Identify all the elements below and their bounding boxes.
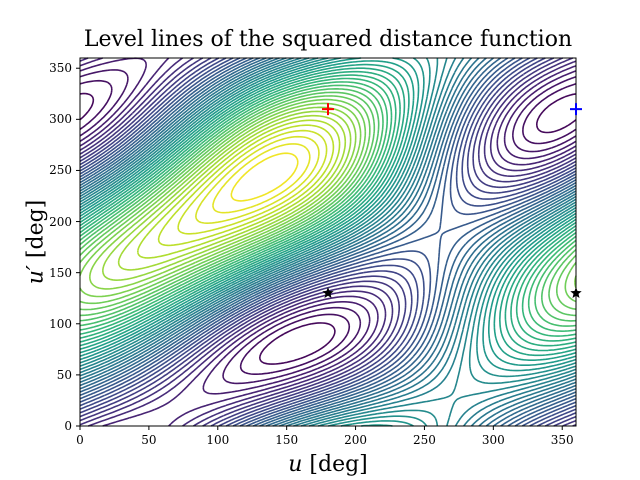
axis-ticks <box>76 67 563 430</box>
x-tick-label: 50 <box>141 433 157 447</box>
plot-frame <box>79 57 577 427</box>
y-tick-label: 250 <box>49 163 72 178</box>
contour-level <box>79 77 577 337</box>
contour-level <box>79 92 577 365</box>
contour-level <box>117 114 347 271</box>
contour-level <box>79 95 577 311</box>
contour-level <box>79 91 577 317</box>
contour-level <box>79 98 577 305</box>
contour-level <box>79 88 577 322</box>
contour-level <box>102 110 352 281</box>
maximum-plus-marker <box>322 103 334 116</box>
contour-level <box>79 57 577 427</box>
saddle-star-marker <box>322 287 334 298</box>
contour-level <box>79 57 577 395</box>
y-tick-labels: 0 50 100 150 200 250 300 350 <box>0 0 72 480</box>
markers <box>322 103 582 298</box>
contour-level <box>157 124 335 247</box>
chart-title: Level lines of the squared distance func… <box>83 27 573 52</box>
contour-level <box>137 119 341 259</box>
y-tick-label: 100 <box>49 316 72 331</box>
contour-level <box>177 129 328 235</box>
contour-level <box>212 143 311 214</box>
contour-level <box>79 67 577 352</box>
maximum-wrapped-plus-marker <box>570 103 582 116</box>
contour-level <box>230 152 299 202</box>
contour-level <box>79 60 577 361</box>
y-tick-label: 50 <box>56 367 72 382</box>
x-tick-label: 300 <box>481 433 505 447</box>
x-axis-var: u <box>288 452 303 477</box>
y-tick-label: 150 <box>49 265 72 280</box>
contour-level <box>79 79 577 375</box>
x-tick-label: 200 <box>344 433 367 447</box>
contour-level <box>79 70 577 347</box>
contour-level <box>79 84 577 327</box>
contour-lines <box>79 57 577 427</box>
contour-level <box>79 63 577 357</box>
x-tick-label: 350 <box>550 433 574 447</box>
x-tick-label: 150 <box>275 433 299 447</box>
saddle-wrapped-star-marker <box>570 287 582 298</box>
contour-level <box>79 74 577 342</box>
y-tick-label: 300 <box>49 112 72 127</box>
contour-level <box>195 135 320 224</box>
x-tick-label: 250 <box>412 433 436 447</box>
contour-level <box>79 57 577 427</box>
x-tick-label: 0 <box>76 433 84 447</box>
y-tick-label: 350 <box>49 61 72 76</box>
x-tick-label: 100 <box>206 433 230 447</box>
x-axis-label: u [deg] <box>80 452 576 477</box>
contour-level <box>89 106 357 290</box>
contour-level <box>79 69 577 385</box>
y-tick-label: 200 <box>49 214 72 229</box>
contour-level <box>79 102 577 298</box>
contour-level <box>79 57 577 427</box>
y-tick-label: 0 <box>64 419 72 433</box>
x-axis-unit: [deg] <box>309 452 368 477</box>
